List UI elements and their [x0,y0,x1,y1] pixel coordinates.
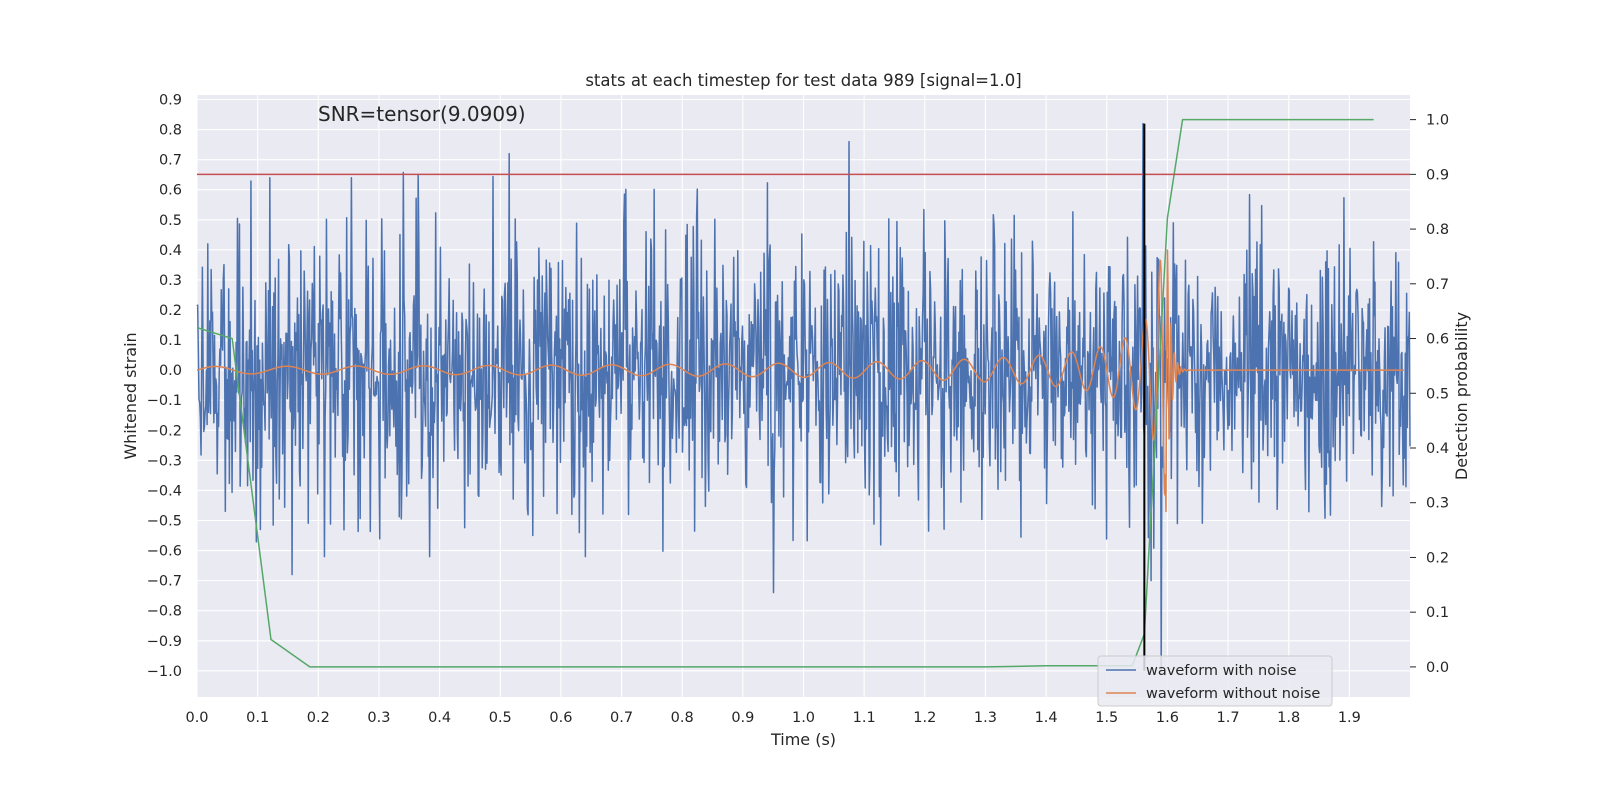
x-tick-label: 0.9 [731,710,754,726]
snr-annotation: SNR=tensor(9.0909) [318,102,526,126]
x-axis-label: Time (s) [770,730,836,749]
x-tick-label: 0.7 [610,710,633,726]
series-line-clean [196,249,1405,513]
x-tick-label: 1.1 [853,710,876,726]
x-tick-label: 1.7 [1217,710,1240,726]
y2-tick-label: 1.0 [1426,113,1449,129]
y-tick-label: 0.1 [159,333,182,349]
y-tick-label: 0.4 [159,243,182,259]
x-tick-label: 0.8 [671,710,694,726]
x-tick-label: 1.0 [792,710,815,726]
series-line-detection-probability [196,118,1374,668]
x-tick-label: 1.2 [913,710,936,726]
legend-label-noise: waveform with noise [1146,663,1297,679]
x-tick-label: 1.8 [1277,710,1300,726]
y-tick-label: −0.3 [147,453,182,469]
y2-tick-label: 0.7 [1426,277,1449,293]
x-tick-label: 1.4 [1035,710,1058,726]
y-tick-label: 0.6 [159,183,182,199]
y2-tick-label: 0.3 [1426,496,1449,512]
x-tick-label: 0.1 [246,710,269,726]
x-tick-label: 0.0 [185,710,208,726]
x-tick-label: 1.5 [1095,710,1118,726]
y-tick-label: −0.4 [147,483,182,499]
y2-tick-label: 0.9 [1426,167,1449,183]
y2-axis-label: Detection probability [1452,312,1471,480]
series-layer [196,118,1411,672]
series-line-noise [196,122,1411,672]
y-tick-label: 0.9 [159,93,182,109]
y-axis-label: Whitened strain [121,332,140,459]
y-tick-label: −0.1 [147,393,182,409]
x-tick-label: 0.5 [489,710,512,726]
y-tick-label: 0.5 [159,213,182,229]
x-tick-label: 0.4 [428,710,451,726]
y-tick-label: 0.3 [159,273,182,289]
legend-label-clean: waveform without noise [1146,686,1320,702]
legend-box [1097,655,1333,707]
y2-tick-label: 0.1 [1426,605,1449,621]
y2-tick-label: 0.2 [1426,550,1449,566]
x-tick-label: 1.9 [1338,710,1361,726]
y2-tick-label: 0.8 [1426,222,1449,238]
y2-tick-label: 0.6 [1426,332,1449,348]
legend: waveform with noise waveform without noi… [1097,655,1333,707]
y-tick-label: 0.2 [159,303,182,319]
y-tick-label: −1.0 [147,664,182,680]
x-tick-label: 0.3 [367,710,390,726]
x-tick-label: 1.6 [1156,710,1179,726]
x-tick-label: 1.3 [974,710,997,726]
y2-tick-label: 0.0 [1426,660,1449,676]
y-tick-label: 0.0 [159,363,182,379]
y2-tick-label: 0.5 [1426,386,1449,402]
y-tick-label: 0.7 [159,153,182,169]
y-tick-label: −0.9 [147,634,182,650]
x-tick-label: 0.6 [549,710,572,726]
chart-title: stats at each timestep for test data 989… [585,71,1021,90]
y-tick-label: −0.6 [147,544,182,560]
y-tick-label: 0.8 [159,123,182,139]
y-tick-label: −0.8 [147,604,182,620]
x-tick-label: 0.2 [307,710,330,726]
y-tick-label: −0.5 [147,513,182,529]
y-tick-label: −0.2 [147,423,182,439]
y-tick-label: −0.7 [147,574,182,590]
tick-labels: 0.0 0.1 0.2 0.3 0.4 0.5 0.6 0.7 0.8 0.9 1.0 1.1 1.2 1… [147,93,1449,726]
y2-tick-label: 0.4 [1426,441,1449,457]
